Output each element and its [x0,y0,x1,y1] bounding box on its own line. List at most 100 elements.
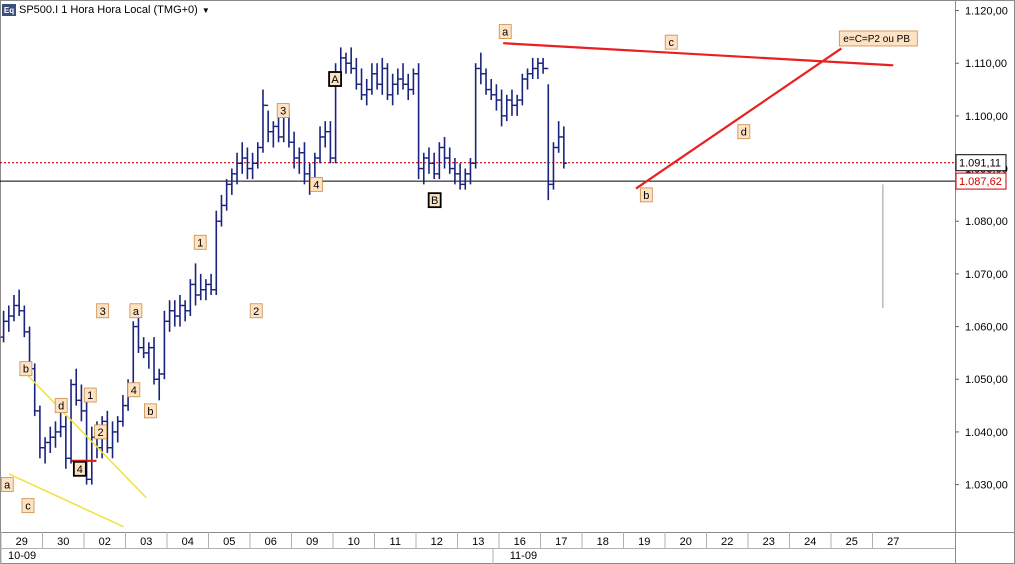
x-tick-label: 02 [99,536,111,548]
wave-label: a [498,24,512,40]
ref-price-box [955,172,1007,190]
ohlc-bar [410,68,417,95]
wave-label: 4 [127,382,141,398]
ohlc-bar [166,300,173,332]
ohlc-bar [457,163,464,190]
ohlc-bar [10,294,17,322]
ohlc-bar [436,142,443,180]
ohlc-bar [405,73,412,101]
ohlc-bar [36,405,43,459]
ohlc-bar [62,416,69,469]
ohlc-bar [42,437,49,464]
trendline [503,42,894,67]
wave-label-text: 4 [131,385,137,397]
ohlc-bar [31,363,38,417]
ohlc-bar [467,158,474,185]
ohlc-bar [270,121,277,148]
wave-label-text: a [502,27,509,39]
ohlc-bar [135,316,142,353]
ohlc-bar [483,68,490,95]
ohlc-bar [550,142,557,190]
wave-label-text: 1 [197,237,203,249]
wave-label: b [639,187,653,203]
wave-label: 1 [193,234,207,250]
month-label: 11-09 [510,550,537,562]
wave-label: b [19,361,33,377]
ohlc-bar [514,94,521,116]
ohlc-bar [555,121,562,153]
ref-price-marker: 1.087,62 [955,172,1007,190]
ohlc-bar [0,310,7,343]
wave-label-text: 3 [100,306,106,318]
ohlc-bar [265,104,272,143]
wave-label: 3 [96,303,110,319]
wave-label: 1 [83,387,97,403]
ohlc-bar [78,384,85,422]
ohlc-bar [519,73,526,106]
wave-label-text: a [133,306,140,318]
chevron-down-icon[interactable]: ▼ [201,5,210,15]
ohlc-bar [488,79,495,101]
wave-label-text: b [147,406,153,418]
ohlc-bar [358,68,365,101]
wave-label: a [0,477,14,492]
wave-label-text: 2 [253,306,259,318]
wave-label: 2 [94,424,107,440]
ohlc-bar [560,126,567,169]
ohlc-bar [47,426,54,453]
wave-label-text: c [25,501,31,513]
wave-label: A [328,71,342,87]
y-tick-label: 1.030,00 [965,480,1008,492]
ohlc-bar [508,89,515,116]
ohlc-bar [540,57,547,74]
x-tick-label: 18 [597,536,609,548]
x-tick-label: 27 [887,536,899,548]
ohlc-bar [322,121,329,148]
ohlc-bar [254,142,261,169]
annotation-text: e=C=P2 ou PB [843,34,910,45]
wave-label: c [21,498,35,514]
x-tick-label: 23 [763,536,775,548]
ohlc-bar [228,168,235,195]
y-tick-label: 1.060,00 [965,322,1008,334]
ohlc-bar [275,115,282,143]
annotation: e=C=P2 ou PB [838,30,918,47]
ohlc-bar [213,210,220,295]
wave-label: 4 [309,176,323,192]
ohlc-bar [109,421,116,459]
x-tick-label: 05 [223,536,235,548]
x-tick-label: 03 [140,536,152,548]
ohlc-bar [363,79,370,106]
ohlc-bar [21,305,28,338]
wave-label: 4 [72,460,87,477]
ohlc-bar [161,310,168,380]
ohlc-bar [462,168,469,190]
wave-label-text: d [741,127,747,139]
ohlc-bar [156,368,163,401]
ohlc-bar [420,152,427,185]
last-price-box [955,154,1007,172]
ohlc-bar [182,300,189,322]
wave-label: 2 [249,303,263,319]
app-logo: Eq [2,4,16,16]
ohlc-bar [368,63,375,95]
chart-header[interactable]: Eq SP500.I 1 Hora Hora Local (TMG+0) ▼ [2,2,210,18]
ohlc-bar [503,94,510,122]
ohlc-bar [88,426,95,485]
ohlc-bar [296,147,303,174]
trendline [23,370,147,499]
ohlc-bar [192,263,199,306]
y-tick-label: 1.110,00 [965,58,1007,70]
ohlc-bar [348,47,355,74]
ohlc-bar [317,126,324,164]
x-tick-label: 11 [390,536,401,548]
ohlc-bar [197,273,204,301]
x-tick-label: 12 [431,536,443,548]
ohlc-bar [451,158,458,185]
chart-title: SP500.I 1 Hora Hora Local (TMG+0) [19,4,198,16]
x-tick-label: 25 [846,536,858,548]
ohlc-bar [534,57,541,80]
